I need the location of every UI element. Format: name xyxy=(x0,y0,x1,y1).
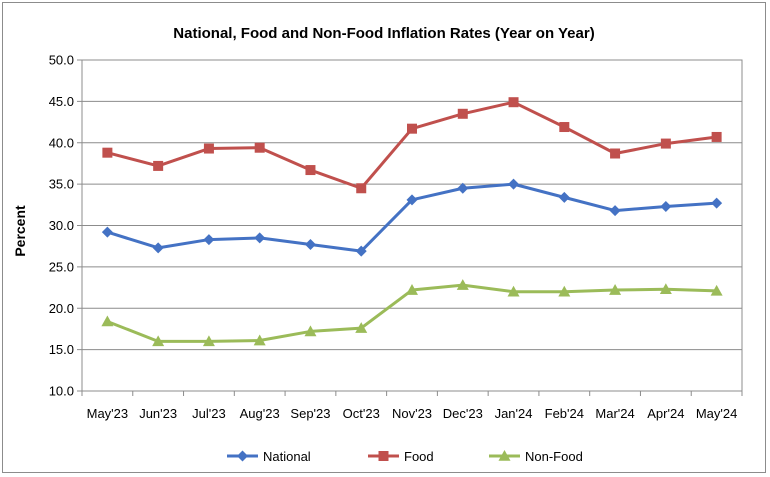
x-tick-label: Feb'24 xyxy=(545,406,584,421)
non-food-point xyxy=(355,322,368,333)
legend-marker xyxy=(498,450,511,461)
x-tick-label: Jul'23 xyxy=(192,406,226,421)
national-point xyxy=(304,239,316,251)
x-tick-label: Apr'24 xyxy=(647,406,684,421)
legend-item-non-food: Non-Food xyxy=(489,449,583,464)
legend-marker xyxy=(378,451,389,461)
x-tick-label: May'24 xyxy=(696,406,738,421)
y-axis-label: Percent xyxy=(12,205,28,257)
series-layer xyxy=(101,97,723,347)
national-point xyxy=(101,226,113,238)
national-point xyxy=(152,242,164,254)
non-food-point xyxy=(101,315,114,327)
series-national xyxy=(101,178,723,257)
x-tick-label: Oct'23 xyxy=(343,406,380,421)
national-point xyxy=(203,234,215,246)
legend-label: National xyxy=(263,449,311,464)
y-tick-label: 15.0 xyxy=(49,342,74,357)
x-tick-label: Sep'23 xyxy=(290,406,330,421)
national-point xyxy=(711,197,723,209)
x-tick-label: Dec'23 xyxy=(443,406,483,421)
x-tick-label: May'23 xyxy=(87,406,129,421)
axes: 10.0 15.0 20.0 25.0 30.0 35.0 40.0 45.0 50.0 May'… xyxy=(49,53,743,421)
national-point xyxy=(558,191,570,203)
food-line xyxy=(107,100,717,190)
plot-area xyxy=(81,59,743,392)
food-point xyxy=(102,147,113,158)
legend: National Food Non-Food xyxy=(227,449,583,464)
food-point xyxy=(508,97,519,108)
national-point xyxy=(660,200,672,212)
non-food-point xyxy=(152,335,165,347)
y-tick-label: 45.0 xyxy=(49,94,74,109)
y-tick-label: 40.0 xyxy=(49,135,74,150)
food-point xyxy=(457,108,468,119)
x-tick-label: Mar'24 xyxy=(595,406,634,421)
non-food-point xyxy=(456,279,469,290)
y-tick-label: 10.0 xyxy=(49,384,74,399)
non-food-point xyxy=(659,283,672,295)
non-food-point xyxy=(710,284,723,296)
national-point xyxy=(406,194,418,206)
food-point xyxy=(559,122,570,133)
x-tick-label: Nov'23 xyxy=(392,406,432,421)
y-tick-label: 25.0 xyxy=(49,259,74,274)
national-point xyxy=(457,182,469,194)
legend-label: Non-Food xyxy=(525,449,583,464)
non-food-point xyxy=(558,285,571,297)
food-point xyxy=(153,160,164,171)
national-point xyxy=(355,245,367,257)
x-tick-label: Jan'24 xyxy=(495,406,533,421)
non-food-point xyxy=(406,284,418,295)
non-food-point xyxy=(304,325,317,337)
x-tick-label: Jun'23 xyxy=(139,406,177,421)
y-tick-label: 35.0 xyxy=(49,177,74,192)
x-tick-label: Aug'23 xyxy=(240,406,280,421)
legend-item-national: National xyxy=(227,449,311,464)
food-point xyxy=(305,165,316,176)
national-point xyxy=(508,178,520,190)
non-food-point xyxy=(253,334,266,346)
national-point xyxy=(254,232,266,244)
food-point xyxy=(660,138,671,149)
non-food-point xyxy=(507,285,520,297)
legend-marker xyxy=(237,450,248,462)
legend-label: Food xyxy=(404,449,434,464)
food-point xyxy=(203,143,214,154)
y-tick-label: 30.0 xyxy=(49,218,74,233)
food-point xyxy=(356,183,367,194)
food-point xyxy=(610,148,621,159)
food-point xyxy=(711,131,722,142)
food-point xyxy=(254,142,265,153)
legend-item-food: Food xyxy=(368,449,434,464)
non-food-point xyxy=(609,284,622,295)
chart-title: National, Food and Non-Food Inflation Ra… xyxy=(173,25,594,42)
national-line xyxy=(106,182,717,253)
y-tick-label: 20.0 xyxy=(49,301,74,316)
series-non-food xyxy=(101,279,723,347)
food-point xyxy=(407,123,417,134)
series-food xyxy=(102,97,722,194)
line-chart: National, Food and Non-Food Inflation Ra… xyxy=(12,25,743,464)
y-tick-label: 50.0 xyxy=(49,53,74,68)
non-food-point xyxy=(202,335,215,347)
national-point xyxy=(609,205,621,217)
chart-frame: National, Food and Non-Food Inflation Ra… xyxy=(2,2,766,473)
